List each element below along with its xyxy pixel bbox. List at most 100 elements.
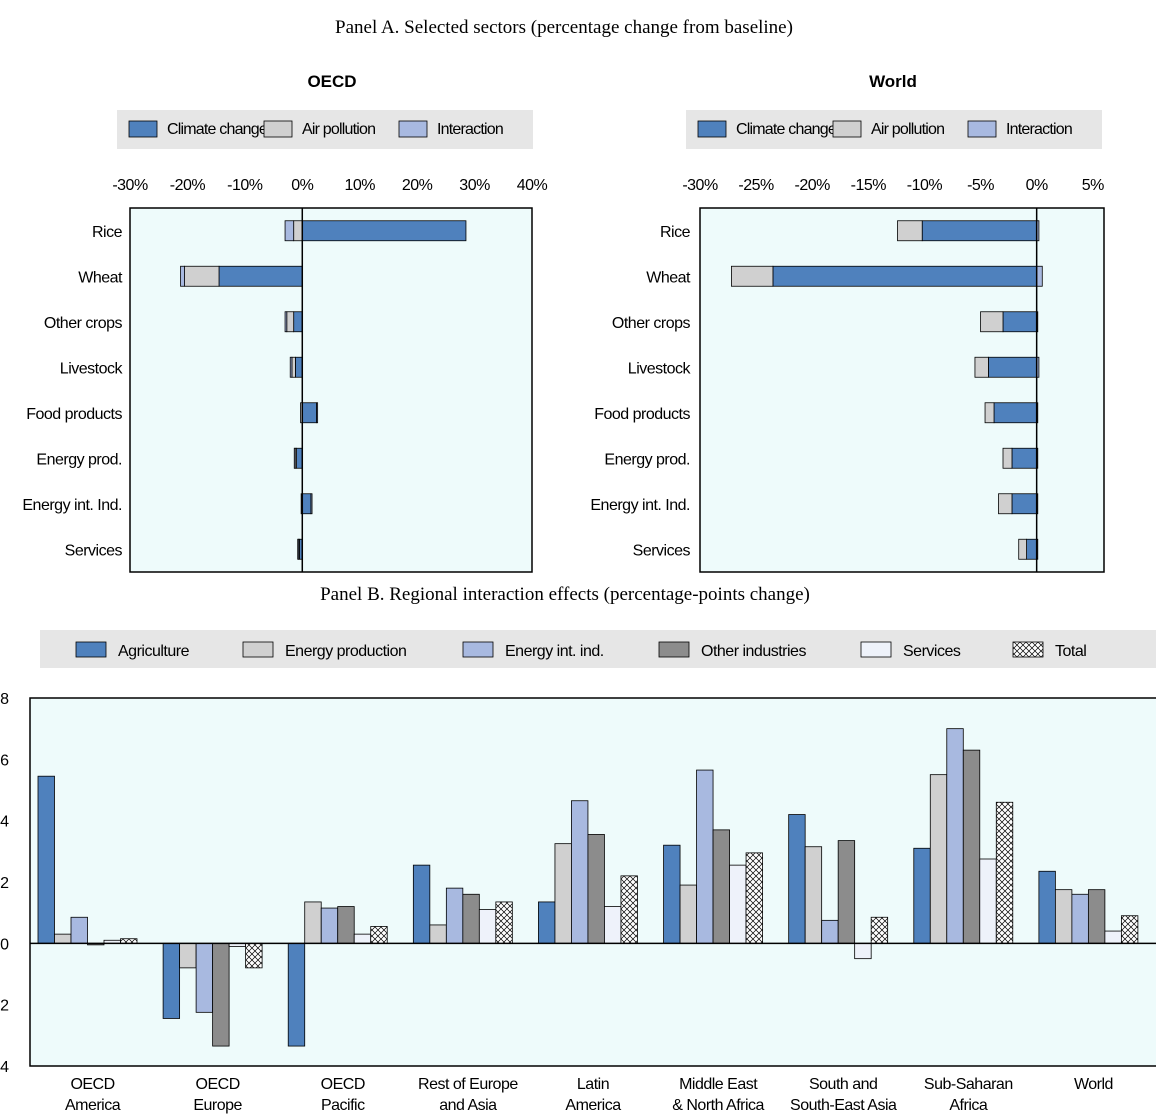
x-category-label: South-East Asia — [790, 1097, 897, 1114]
bar-energy-production-oecd-europe — [179, 942, 197, 969]
oecd-bar-interaction-energy-int-ind — [310, 493, 313, 515]
bar-services-world — [1104, 930, 1122, 944]
oecd-bar-interaction-other-crops — [284, 311, 288, 333]
x-category-label: OECD — [70, 1076, 114, 1093]
panel-b-title: Panel B. Regional interaction effects (p… — [320, 584, 810, 605]
bar-agriculture-oecd-america — [37, 775, 55, 944]
x-category-label: Sub-Saharan — [924, 1076, 1013, 1093]
bar-energy-production-latin-america — [554, 843, 572, 944]
oecd-category-label: Services — [65, 542, 123, 559]
oecd-tick-label: -10% — [227, 177, 263, 194]
world-bar-air-pollution-livestock — [974, 356, 989, 378]
world-tick-label: -15% — [851, 177, 887, 194]
world-tick-label: -5% — [967, 177, 994, 194]
world-bar-climate-change-rice — [921, 220, 1038, 242]
legend-label-agriculture: Agriculture — [118, 643, 190, 660]
oecd-bar-climate-change-rice — [301, 220, 467, 242]
panel-b: Panel B. Regional interaction effects (p… — [0, 584, 1156, 1114]
bar-total-south-and-south-east-asia — [870, 916, 889, 944]
oecd-chart: OECD Climate change Air pollution Interacti… — [22, 72, 548, 573]
world-tick-label: 5% — [1082, 177, 1104, 194]
bar-services-rest-of-europe-and-asia — [478, 909, 497, 944]
oecd-bar-climate-change-wheat — [218, 265, 303, 287]
y-tick-label: 4 — [0, 814, 9, 831]
bar-total-rest-of-europe-and-asia — [495, 901, 513, 944]
world-legend-swatch-air-pollution — [832, 120, 862, 138]
world-chart: World Climate change Air pollution Interact… — [590, 72, 1105, 573]
bar-other-industries-rest-of-europe-and-asia — [462, 893, 480, 944]
world-bar-air-pollution-rice — [897, 220, 923, 242]
bar-energy-production-sub-saharan-africa — [929, 774, 948, 944]
bar-other-industries-south-and-south-east-asia — [837, 840, 856, 944]
oecd-category-label: Livestock — [60, 360, 124, 377]
oecd-bar-interaction-food-products — [316, 402, 319, 424]
oecd-category-label: Wheat — [78, 269, 123, 286]
legend-swatch-services — [860, 641, 892, 658]
world-bar-climate-change-services — [1026, 538, 1038, 560]
bar-agriculture-oecd-europe — [162, 942, 181, 1019]
world-bar-climate-change-livestock — [988, 356, 1038, 378]
world-bar-interaction-wheat — [1036, 265, 1043, 287]
bar-services-middle-east-north-africa — [729, 864, 747, 944]
bar-total-sub-saharan-africa — [995, 801, 1014, 944]
bar-agriculture-latin-america — [538, 901, 556, 944]
legend-swatch-total — [1012, 641, 1044, 658]
world-legend-label-climate-change: Climate change — [736, 121, 837, 138]
x-category-label: World — [1074, 1076, 1113, 1093]
world-bar-air-pollution-other-crops — [980, 311, 1004, 333]
oecd-bar-air-pollution-livestock — [291, 356, 296, 378]
world-category-label: Food products — [594, 406, 690, 423]
oecd-title: OECD — [307, 72, 356, 91]
oecd-tick-label: 20% — [402, 177, 433, 194]
oecd-category-label: Energy prod. — [36, 451, 122, 468]
world-bar-climate-change-other-crops — [1002, 311, 1038, 333]
world-tick-label: 0% — [1026, 177, 1048, 194]
y-tick-label: 6 — [0, 752, 9, 769]
oecd-category-label: Other crops — [44, 315, 123, 332]
bar-total-oecd-europe — [245, 942, 263, 969]
oecd-tick-label: 0% — [291, 177, 313, 194]
world-category-label: Livestock — [628, 360, 692, 377]
x-category-label: OECD — [196, 1076, 240, 1093]
y-tick-label: 4 — [0, 1059, 9, 1076]
world-category-label: Energy prod. — [604, 451, 690, 468]
world-bar-climate-change-energy-prod — [1011, 447, 1038, 469]
bar-energy-production-oecd-america — [54, 933, 72, 944]
oecd-legend-swatch-interaction — [398, 120, 428, 138]
bar-total-latin-america — [620, 875, 638, 944]
oecd-legend-swatch-climate-change — [128, 120, 158, 138]
x-category-label: Rest of Europe — [418, 1076, 518, 1093]
oecd-legend-label-air-pollution: Air pollution — [302, 121, 375, 138]
legend-swatch-energy-int-ind — [462, 641, 494, 658]
legend-label-other-industries: Other industries — [701, 643, 806, 660]
x-category-label: Pacific — [321, 1097, 365, 1114]
oecd-category-label: Energy int. Ind. — [22, 497, 122, 514]
panel-a: Panel A. Selected sectors (percentage ch… — [22, 17, 1105, 573]
x-category-label: America — [65, 1097, 121, 1114]
legend-label-services: Services — [903, 643, 961, 660]
oecd-category-label: Rice — [92, 224, 123, 241]
bar-energy-int-ind-rest-of-europe-and-asia — [445, 887, 464, 944]
world-legend-swatch-climate-change — [697, 120, 727, 138]
bar-energy-production-middle-east-north-africa — [679, 884, 697, 944]
bar-energy-production-south-and-south-east-asia — [804, 846, 823, 944]
oecd-plot-area — [129, 207, 533, 573]
oecd-tick-label: 10% — [344, 177, 375, 194]
oecd-bar-climate-change-other-crops — [293, 311, 303, 333]
oecd-category-label: Food products — [26, 406, 122, 423]
bar-energy-production-oecd-pacific — [304, 901, 322, 944]
bar-agriculture-oecd-pacific — [287, 942, 306, 1047]
world-legend-label-interaction: Interaction — [1006, 121, 1072, 138]
oecd-legend — [117, 110, 533, 149]
world-tick-label: -30% — [682, 177, 718, 194]
world-bar-climate-change-energy-int-ind — [1011, 493, 1038, 515]
bar-energy-int-ind-middle-east-north-africa — [696, 769, 714, 944]
world-legend — [686, 110, 1102, 149]
x-category-label: Latin — [577, 1076, 609, 1093]
world-plot-area — [699, 207, 1105, 573]
world-legend-swatch-interaction — [967, 120, 997, 138]
oecd-legend-swatch-air-pollution — [263, 120, 293, 138]
bar-energy-int-ind-oecd-america — [70, 916, 88, 944]
bar-agriculture-middle-east-north-africa — [663, 844, 681, 944]
